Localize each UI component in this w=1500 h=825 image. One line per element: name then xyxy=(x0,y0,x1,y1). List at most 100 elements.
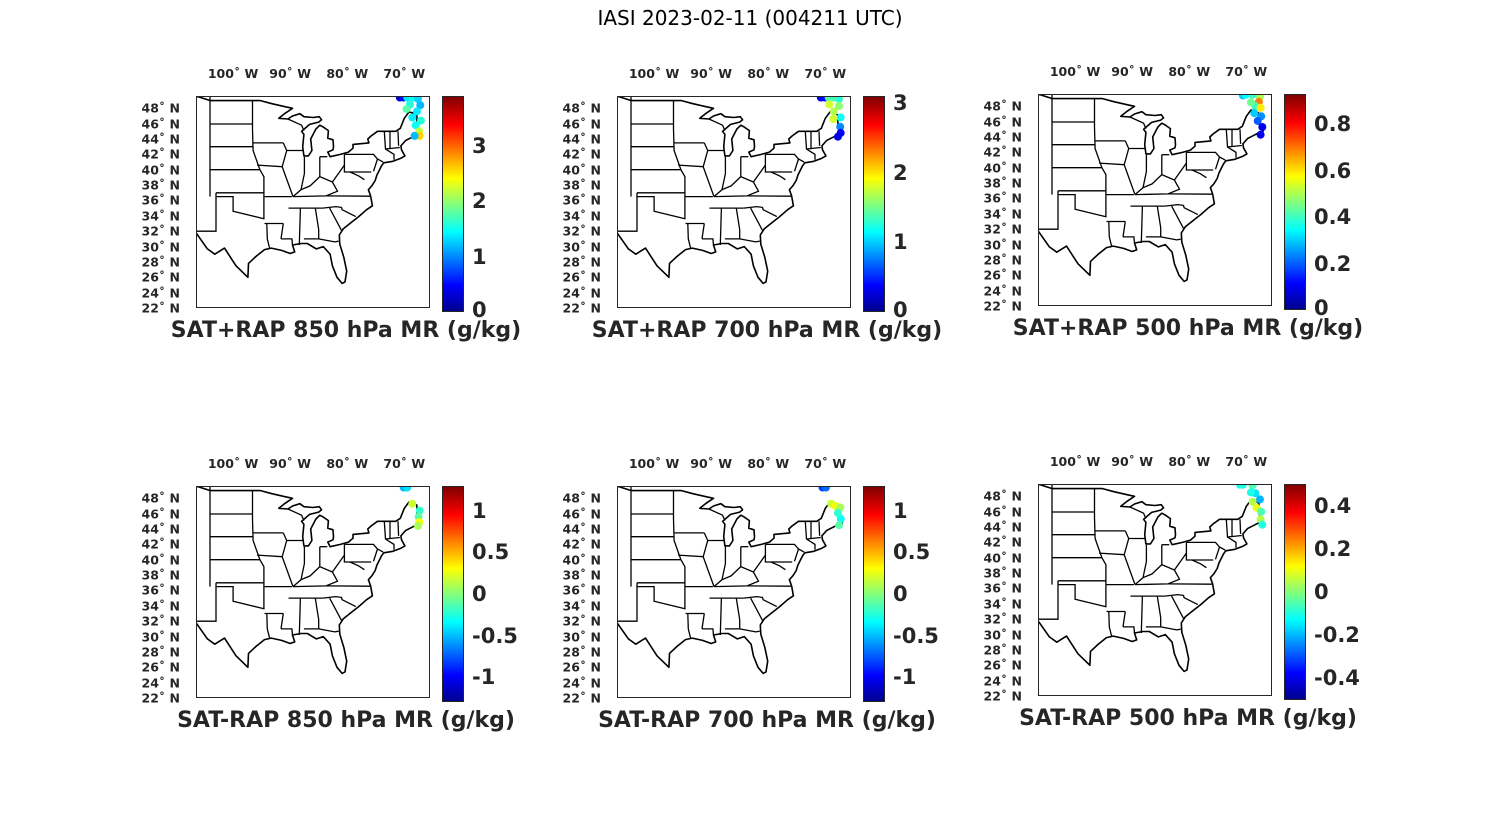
state-boundary xyxy=(385,146,400,150)
observation-point xyxy=(1241,94,1250,99)
longitude-tick-label: 90˚ W xyxy=(1111,64,1154,79)
longitude-tick-label: 90˚ W xyxy=(1111,454,1154,469)
longitude-tick-label: 90˚ W xyxy=(269,456,312,471)
colorbar-tick-label: 3 xyxy=(472,133,487,158)
latitude-tick-label: 40˚ N xyxy=(983,160,1022,176)
latitude-tick-label: 34˚ N xyxy=(562,598,601,614)
observation-point xyxy=(1238,484,1247,489)
state-boundary xyxy=(678,554,704,558)
state-boundary xyxy=(1142,544,1148,578)
state-boundary xyxy=(281,142,294,197)
map-plot xyxy=(617,486,851,698)
latitude-tick-label: 34˚ N xyxy=(141,208,180,224)
state-boundary xyxy=(266,223,271,249)
state-boundary xyxy=(251,490,265,609)
map-panel: 100˚ W 90˚ W 80˚ W 70˚ W 48˚ N 46˚ N 44˚ N 42˚ … xyxy=(126,456,546,776)
axes-frame xyxy=(617,486,851,698)
state-boundary xyxy=(806,536,821,540)
latitude-tick-label: 46˚ N xyxy=(983,504,1022,520)
latitude-tick-label: 26˚ N xyxy=(983,267,1022,283)
latitude-tick-label: 30˚ N xyxy=(562,629,601,645)
latitude-tick-label: 38˚ N xyxy=(562,567,601,583)
state-boundary xyxy=(1129,116,1147,129)
observation-point xyxy=(1246,488,1255,497)
latitude-tick-label: 22˚ N xyxy=(562,690,601,706)
latitude-tick-label: 26˚ N xyxy=(141,269,180,285)
state-boundary xyxy=(292,565,339,588)
latitude-tick-label: 24˚ N xyxy=(983,283,1022,299)
state-boundary xyxy=(672,490,686,609)
state-boundary xyxy=(702,628,715,636)
state-boundary xyxy=(1123,140,1136,195)
state-boundary xyxy=(298,208,302,246)
latitude-tick-label: 38˚ N xyxy=(983,565,1022,581)
axes-frame xyxy=(196,96,430,308)
state-boundary xyxy=(752,554,766,573)
state-boundary xyxy=(743,205,778,218)
state-boundary xyxy=(343,154,372,173)
colorbar xyxy=(863,486,885,702)
state-boundary xyxy=(1185,542,1214,561)
longitude-tick-label: 70˚ W xyxy=(1225,454,1268,469)
state-boundary xyxy=(1145,595,1162,628)
observation-point xyxy=(1256,130,1265,139)
latitude-tick-label: 44˚ N xyxy=(141,131,180,147)
colorbar-tick-label: 0.2 xyxy=(1314,251,1352,276)
state-boundary xyxy=(770,561,786,571)
state-boundary xyxy=(1185,152,1214,171)
state-boundary xyxy=(281,532,294,587)
observation-point xyxy=(829,107,838,116)
axes-frame xyxy=(1038,484,1272,696)
state-boundary xyxy=(1142,154,1148,188)
state-boundary xyxy=(318,628,339,633)
state-boundary xyxy=(1099,552,1125,556)
state-boundary xyxy=(1225,519,1237,548)
state-boundary xyxy=(739,628,760,633)
state-boundary xyxy=(708,508,726,521)
axes-frame xyxy=(617,96,851,308)
state-boundary xyxy=(702,238,715,246)
state-boundary xyxy=(1140,596,1144,634)
latitude-tick-label: 36˚ N xyxy=(141,192,180,208)
colorbar-tick-label: -1 xyxy=(893,665,917,690)
observation-point xyxy=(836,122,845,131)
map-plot xyxy=(1038,484,1272,696)
latitude-tick-label: 48˚ N xyxy=(983,488,1022,504)
state-boundary xyxy=(1134,563,1181,586)
observation-point xyxy=(402,105,411,114)
longitude-tick-label: 80˚ W xyxy=(1168,454,1211,469)
state-boundary xyxy=(331,554,345,573)
observation-point xyxy=(408,113,417,122)
longitude-tick-label: 90˚ W xyxy=(269,66,312,81)
figure-title: IASI 2023-02-11 (004211 UTC) xyxy=(597,6,903,30)
state-boundary xyxy=(322,205,357,218)
state-boundary xyxy=(1171,205,1185,229)
latitude-tick-label: 28˚ N xyxy=(983,642,1022,658)
latitude-tick-label: 28˚ N xyxy=(141,254,180,270)
latitude-tick-label: 42˚ N xyxy=(141,536,180,552)
longitude-tick-label: 80˚ W xyxy=(1168,64,1211,79)
state-boundary xyxy=(372,158,379,172)
latitude-tick-label: 46˚ N xyxy=(141,116,180,132)
state-boundary xyxy=(383,131,395,160)
observation-point xyxy=(1256,103,1265,112)
state-boundary xyxy=(1134,173,1181,196)
state-boundary xyxy=(708,118,726,131)
longitude-tick-label: 100˚ W xyxy=(207,456,259,471)
state-boundary xyxy=(303,207,320,240)
state-boundary xyxy=(804,131,816,160)
state-boundary xyxy=(804,521,816,550)
colorbar-tick-label: 0 xyxy=(472,298,487,322)
latitude-tick-label: 32˚ N xyxy=(141,613,180,629)
state-boundary xyxy=(300,546,306,580)
state-boundary xyxy=(1191,559,1207,569)
latitude-tick-label: 26˚ N xyxy=(141,659,180,675)
state-boundary xyxy=(724,597,741,630)
observation-point xyxy=(416,116,425,125)
state-boundary xyxy=(1038,190,1059,230)
state-boundary xyxy=(329,597,343,621)
colorbar xyxy=(1284,94,1306,310)
state-boundary xyxy=(397,521,400,536)
state-boundary xyxy=(770,171,786,181)
